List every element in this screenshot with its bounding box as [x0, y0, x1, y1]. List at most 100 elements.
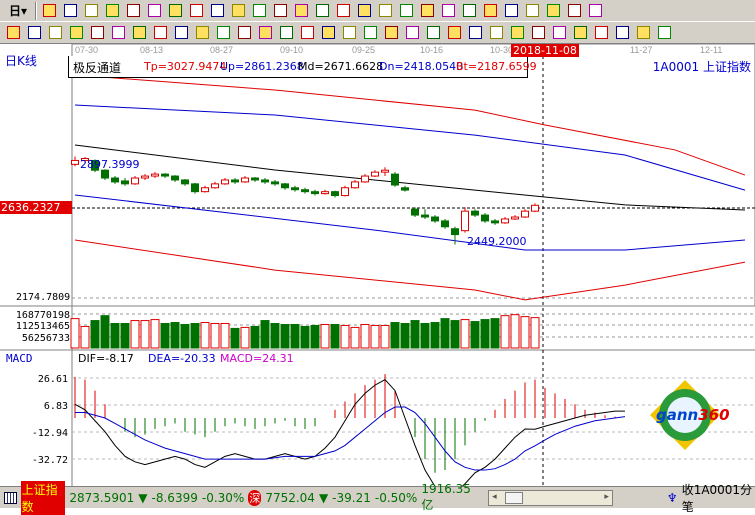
- spiral-icon[interactable]: [109, 24, 127, 42]
- grid-icon[interactable]: [4, 491, 17, 504]
- network-icon[interactable]: [565, 2, 583, 20]
- candle: [431, 216, 439, 222]
- zoom-left-icon[interactable]: [271, 2, 289, 20]
- gold-angle-icon[interactable]: [592, 24, 610, 42]
- date-tick: 09-10: [280, 45, 303, 55]
- gann-fan-icon[interactable]: [235, 24, 253, 42]
- candle-icon[interactable]: [124, 2, 142, 20]
- kline-chart[interactable]: 07-30 08-13 08-27 09-10 09-25 10-16 10-30 11-27…: [0, 44, 755, 486]
- eraser-icon[interactable]: [130, 24, 148, 42]
- horizontal-scrollbar[interactable]: ◂ ▸: [488, 489, 613, 506]
- ruler-icon[interactable]: [361, 24, 379, 42]
- first-icon[interactable]: [187, 2, 205, 20]
- volume-bar: [180, 323, 190, 349]
- info-icon[interactable]: [61, 2, 79, 20]
- hand-icon[interactable]: [376, 2, 394, 20]
- sine-icon[interactable]: [508, 24, 526, 42]
- bt-value: Bt=2187.6599: [456, 60, 537, 73]
- volume-bar: [400, 323, 410, 349]
- fib-icon[interactable]: [88, 24, 106, 42]
- god-angle-icon[interactable]: [613, 24, 631, 42]
- angle-icon[interactable]: [256, 24, 274, 42]
- last-icon[interactable]: [208, 2, 226, 20]
- period-title: 日K线: [5, 54, 37, 68]
- tick-data-link[interactable]: 收1A0001分笔: [681, 482, 753, 514]
- f-angle-icon[interactable]: [571, 24, 589, 42]
- date-tick: 10-30: [490, 45, 513, 55]
- low-annotation: 2449.2000: [467, 235, 527, 248]
- crosshair-icon[interactable]: [397, 2, 415, 20]
- macd-tick: 6.83: [44, 401, 68, 412]
- draw-icon[interactable]: [145, 2, 163, 20]
- square-fan-icon[interactable]: [214, 24, 232, 42]
- percent2-icon[interactable]: [424, 24, 442, 42]
- save-icon[interactable]: [544, 2, 562, 20]
- calculator-icon[interactable]: [502, 2, 520, 20]
- kline-icon[interactable]: [40, 2, 58, 20]
- scroll-thumb[interactable]: [505, 491, 524, 504]
- color-icon[interactable]: [166, 2, 184, 20]
- gann-grid-icon[interactable]: [298, 24, 316, 42]
- volume-bar: [530, 317, 540, 349]
- macd-tick: -32.72: [32, 455, 68, 466]
- gann-box-icon[interactable]: [319, 24, 337, 42]
- j-angle-icon[interactable]: [550, 24, 568, 42]
- more2-icon[interactable]: [340, 24, 358, 42]
- box-icon[interactable]: [172, 24, 190, 42]
- candle: [181, 179, 189, 185]
- wave-icon[interactable]: [277, 24, 295, 42]
- volume9-icon[interactable]: [103, 2, 121, 20]
- volume3-icon[interactable]: [82, 2, 100, 20]
- left-icon[interactable]: [229, 2, 247, 20]
- gold-circle-icon[interactable]: [445, 24, 463, 42]
- notes-icon[interactable]: [523, 2, 541, 20]
- gold2-icon[interactable]: [67, 24, 85, 42]
- candle: [321, 191, 329, 195]
- win-angle-icon[interactable]: [634, 24, 652, 42]
- volume-bar: [270, 323, 280, 349]
- candle: [161, 173, 169, 177]
- current-price-label: 2636.2327: [0, 201, 72, 214]
- scroll-right-icon[interactable]: ▸: [604, 491, 609, 502]
- period-dropdown[interactable]: 日 ▾: [8, 3, 28, 19]
- zoom-all-icon[interactable]: [355, 2, 373, 20]
- gold3-icon[interactable]: [529, 24, 547, 42]
- candle: [391, 173, 399, 186]
- fan-icon[interactable]: [193, 24, 211, 42]
- volume-bar: [290, 323, 300, 349]
- candle: [471, 210, 479, 216]
- index-name-badge[interactable]: 上证指数: [20, 480, 66, 515]
- grid-icon[interactable]: [460, 2, 478, 20]
- macd-tick: 26.61: [38, 374, 68, 385]
- price-pane-frame: [71, 44, 755, 307]
- date-tick: 10-16: [420, 45, 443, 55]
- candle: [411, 208, 419, 216]
- scroll-left-icon[interactable]: ◂: [492, 491, 497, 502]
- percent-icon[interactable]: [403, 24, 421, 42]
- four-angle-icon[interactable]: [655, 24, 673, 42]
- calendar-icon[interactable]: [481, 2, 499, 20]
- profile-icon[interactable]: [439, 2, 457, 20]
- pen-icon[interactable]: [4, 24, 22, 42]
- print-icon[interactable]: [586, 2, 604, 20]
- zoom-reset-icon[interactable]: [334, 2, 352, 20]
- volume-bar: [390, 322, 400, 349]
- volume-bar: [210, 323, 220, 349]
- sh-pct: -0.30%: [201, 490, 245, 505]
- gold-icon[interactable]: [46, 24, 64, 42]
- amount: 1916.35亿: [421, 482, 471, 512]
- zoom-out-icon[interactable]: [313, 2, 331, 20]
- gold-line-icon[interactable]: [466, 24, 484, 42]
- right-icon[interactable]: [250, 2, 268, 20]
- parallel-icon[interactable]: [25, 24, 43, 42]
- more-icon[interactable]: [151, 24, 169, 42]
- zoom-in-icon[interactable]: [292, 2, 310, 20]
- percent-line-icon[interactable]: [382, 24, 400, 42]
- volume-bar: [80, 325, 90, 349]
- sz-badge[interactable]: 深: [248, 489, 262, 506]
- sz-price: 7752.04: [265, 490, 315, 505]
- tp-value: Tp=3027.9474: [144, 60, 227, 73]
- line-icon[interactable]: [418, 2, 436, 20]
- up-value: Up=2861.2368: [220, 60, 304, 73]
- arrow-tool-icon[interactable]: [487, 24, 505, 42]
